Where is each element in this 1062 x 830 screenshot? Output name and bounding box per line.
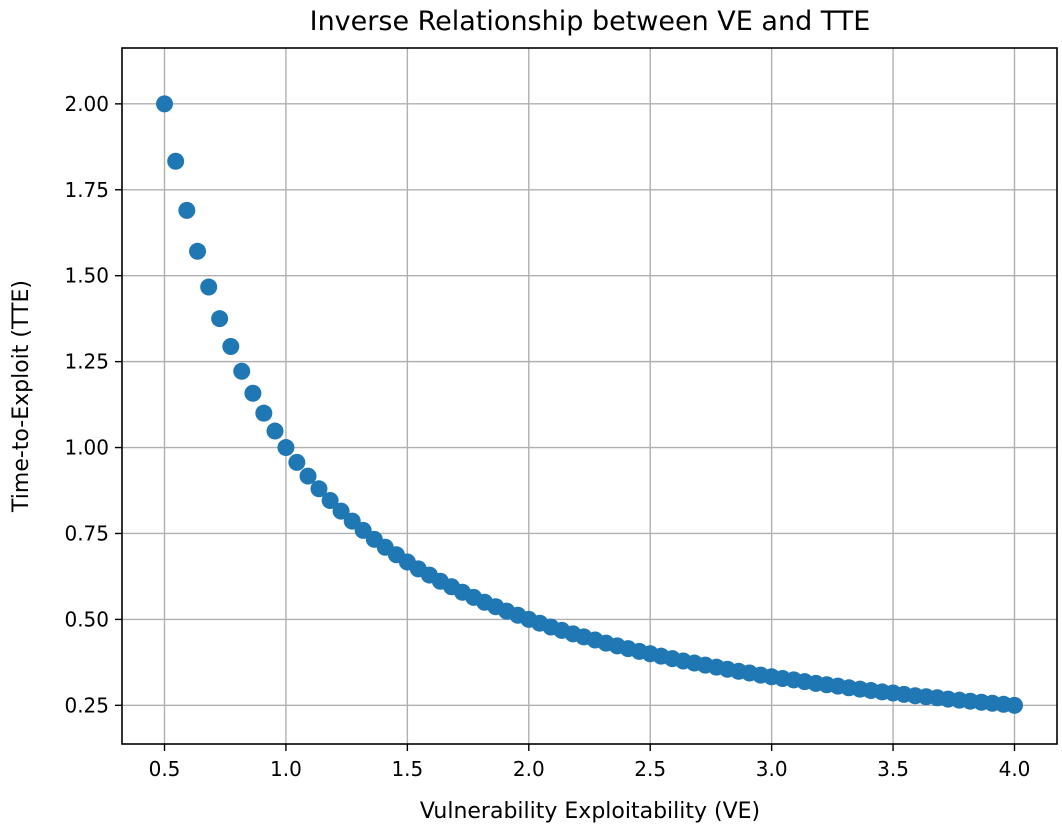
y-tick-label: 0.75 bbox=[64, 521, 109, 545]
data-points bbox=[156, 95, 1023, 714]
x-axis-label: Vulnerability Exploitability (VE) bbox=[420, 799, 760, 824]
data-point bbox=[277, 439, 295, 457]
data-point bbox=[244, 384, 262, 402]
data-point bbox=[332, 502, 350, 520]
x-tick-label: 2.5 bbox=[634, 757, 666, 781]
data-point bbox=[167, 152, 185, 170]
y-tick-label: 0.25 bbox=[64, 693, 109, 717]
data-point bbox=[189, 242, 207, 260]
y-tick-label: 1.00 bbox=[64, 436, 109, 460]
y-tick-label: 0.50 bbox=[64, 607, 109, 631]
y-axis-ticks: 0.25 0.50 0.75 1.00 1.25 1.50 1.75 2.00 bbox=[64, 92, 122, 717]
data-point bbox=[299, 467, 317, 485]
data-point bbox=[211, 310, 229, 328]
y-tick-label: 1.50 bbox=[64, 264, 109, 288]
y-axis-label: Time-to-Exploit (TTE) bbox=[9, 280, 34, 513]
x-tick-label: 3.5 bbox=[877, 757, 909, 781]
y-tick-label: 2.00 bbox=[64, 92, 109, 116]
data-point bbox=[310, 480, 328, 498]
data-point bbox=[222, 338, 240, 356]
data-point bbox=[1006, 696, 1023, 714]
data-point bbox=[156, 95, 173, 113]
plot-area-frame bbox=[121, 47, 1058, 745]
data-point bbox=[266, 422, 284, 440]
y-tick-label: 1.75 bbox=[64, 178, 109, 202]
x-tick-label: 4.0 bbox=[999, 757, 1031, 781]
data-point bbox=[255, 404, 273, 422]
data-point bbox=[233, 362, 251, 380]
x-tick-label: 1.0 bbox=[270, 757, 302, 781]
data-point bbox=[178, 201, 196, 219]
x-axis-ticks: 0.5 1.0 1.5 2.0 2.5 3.0 3.5 4.0 bbox=[149, 744, 1031, 781]
x-tick-label: 0.5 bbox=[149, 757, 181, 781]
x-tick-label: 3.0 bbox=[756, 757, 788, 781]
data-point bbox=[288, 453, 306, 471]
data-point bbox=[321, 491, 339, 509]
y-tick-label: 1.25 bbox=[64, 350, 109, 374]
x-tick-label: 2.0 bbox=[513, 757, 545, 781]
chart-title: Inverse Relationship between VE and TTE bbox=[310, 6, 871, 37]
x-tick-label: 1.5 bbox=[391, 757, 423, 781]
data-point bbox=[200, 278, 218, 296]
